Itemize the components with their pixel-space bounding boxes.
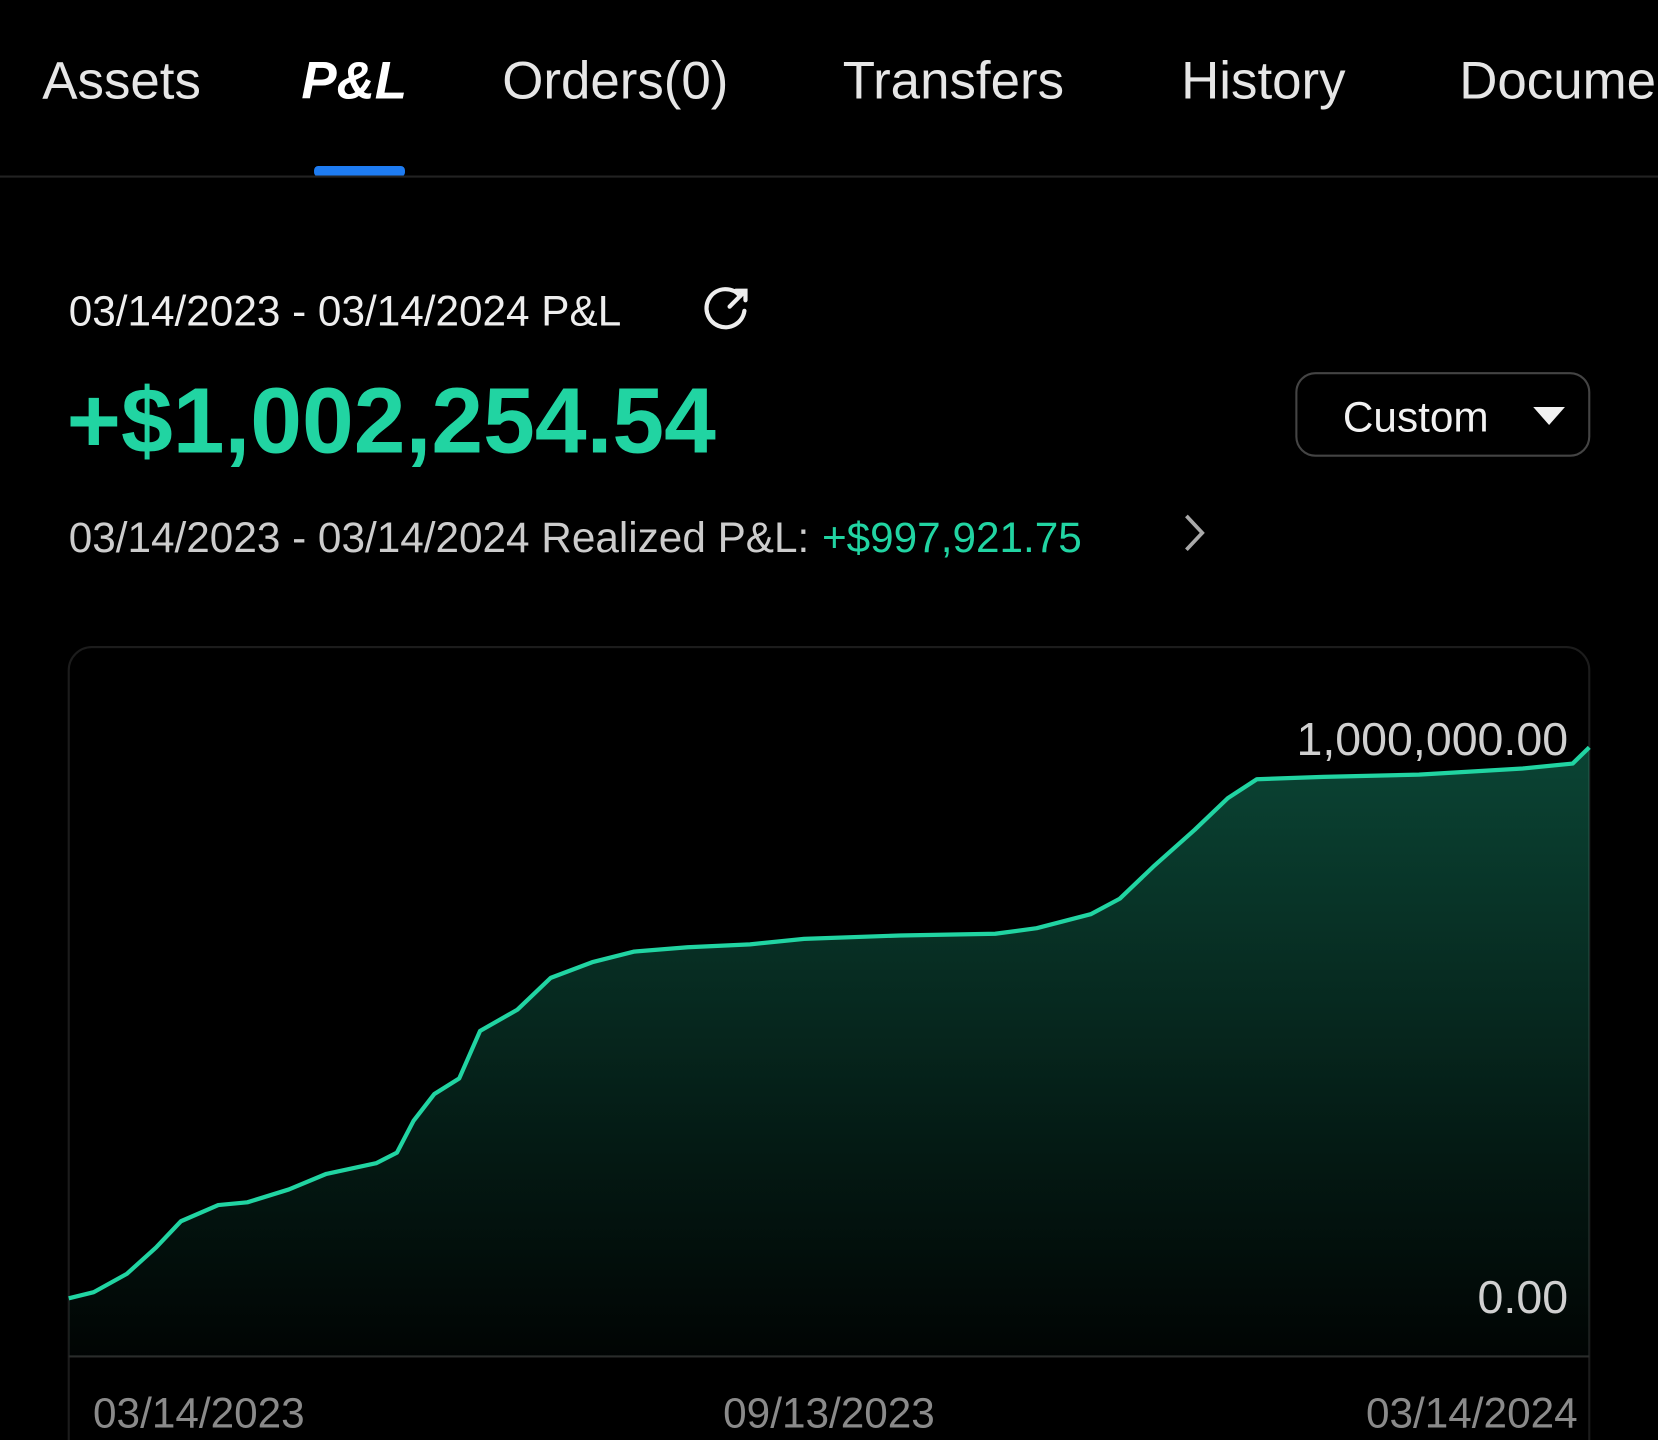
range-button[interactable]: Custom bbox=[1295, 372, 1591, 457]
tab-active[interactable]: P&L bbox=[301, 51, 407, 110]
chevron[interactable] bbox=[1185, 514, 1205, 552]
total-pnl: +$1,002,254.54 bbox=[67, 369, 717, 473]
x-tick-label: 03/14/2023 bbox=[93, 1389, 305, 1436]
share-icon-arrow bbox=[727, 288, 748, 309]
x-tick-label: 09/13/2023 bbox=[723, 1389, 935, 1436]
dropdown-arrow bbox=[1533, 407, 1565, 426]
period-label: 03/14/2023 - 03/14/2024 P&L bbox=[69, 288, 622, 335]
tab[interactable]: Transfers bbox=[843, 51, 1064, 110]
x-tick-label: 03/14/2024 bbox=[1366, 1389, 1578, 1436]
chart: 0.00 1,000,000.00 03/14/2023 09/13/2023 03/1… bbox=[67, 645, 1591, 1440]
pnl-line bbox=[68, 745, 1591, 1301]
y-tick-label: 1,000,000.00 bbox=[1296, 713, 1568, 765]
area-fill bbox=[68, 747, 1590, 1357]
tab-bar: Assets P&L Orders(0) Transfers History D… bbox=[0, 51, 1658, 178]
tab[interactable]: Orders(0) bbox=[502, 51, 728, 110]
tab[interactable]: Docume bbox=[1459, 51, 1656, 110]
share-icon-arc bbox=[704, 287, 747, 330]
share-icon[interactable] bbox=[704, 287, 748, 330]
realized-value: +$997,921.75 bbox=[822, 514, 1082, 561]
realized-line[interactable]: 03/14/2023 - 03/14/2024 Realized P&L: +$9… bbox=[69, 514, 1082, 561]
active-tab-indicator bbox=[314, 165, 405, 177]
tab[interactable]: Assets bbox=[42, 51, 201, 110]
tab[interactable]: History bbox=[1181, 51, 1346, 110]
range-button-frame[interactable] bbox=[1295, 372, 1591, 457]
range-button-label[interactable]: Custom bbox=[1343, 393, 1489, 440]
y-tick-label: 0.00 bbox=[1478, 1271, 1569, 1323]
realized-label: 03/14/2023 - 03/14/2024 Realized P&L: bbox=[69, 514, 810, 561]
